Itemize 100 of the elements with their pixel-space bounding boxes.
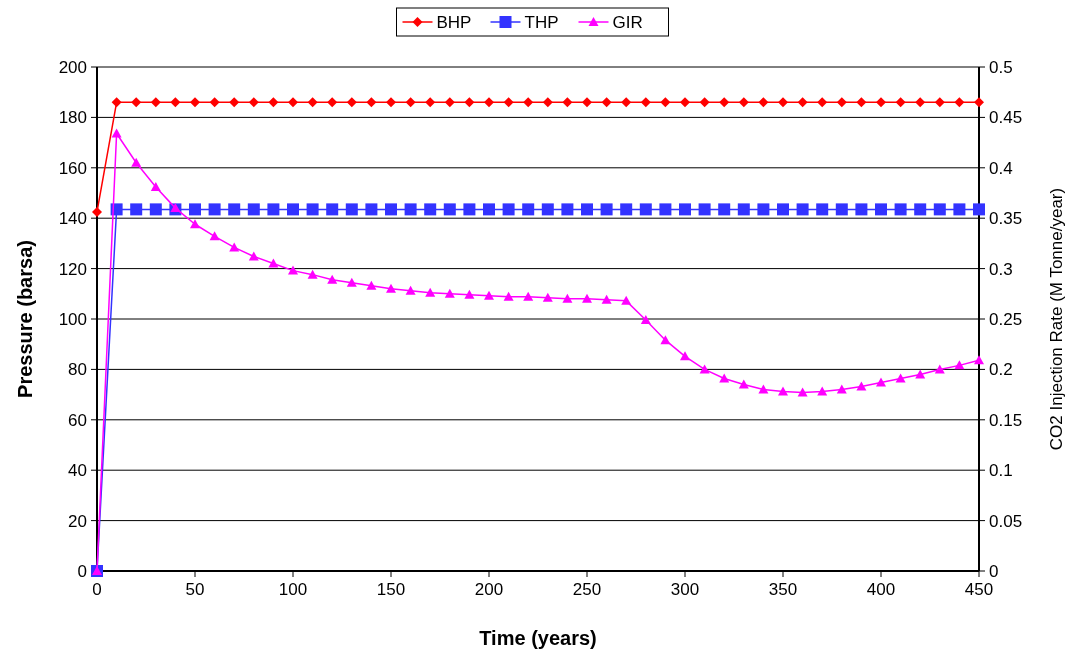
point <box>229 242 240 252</box>
point <box>719 97 730 108</box>
point <box>228 203 241 216</box>
point <box>600 203 613 216</box>
point <box>875 203 887 216</box>
point <box>679 203 691 216</box>
point <box>464 97 475 108</box>
point <box>778 97 788 108</box>
y2-axis-title: CO2 Injection Rate (M Tonne/year) <box>1047 187 1066 451</box>
y-tick-label: 140 <box>58 209 87 229</box>
point <box>758 384 769 394</box>
point <box>856 97 867 108</box>
x-tick-label: 450 <box>964 580 994 599</box>
point <box>208 203 221 216</box>
point <box>582 97 592 108</box>
point <box>150 97 161 108</box>
x-tick-label: 200 <box>474 580 504 599</box>
y-tick-label: 100 <box>58 309 87 329</box>
point <box>542 97 553 108</box>
point <box>424 203 437 216</box>
point <box>502 203 515 216</box>
y2-tick-label: 0.15 <box>989 410 1023 430</box>
point <box>503 291 514 301</box>
point <box>639 203 652 216</box>
y2-tick-label: 0.2 <box>989 360 1013 380</box>
legend-label: THP <box>524 12 559 32</box>
point <box>601 294 612 304</box>
point <box>640 97 651 108</box>
point <box>934 97 945 108</box>
point <box>757 203 770 216</box>
point <box>817 97 828 108</box>
point <box>542 292 553 302</box>
point <box>268 258 279 268</box>
point <box>562 97 573 108</box>
y2-tick-label: 0.4 <box>989 158 1013 178</box>
point <box>953 203 966 216</box>
point <box>288 97 298 108</box>
point <box>562 293 573 303</box>
point <box>288 265 298 275</box>
point <box>973 203 985 216</box>
point <box>170 97 181 108</box>
point <box>130 203 143 216</box>
point <box>915 97 926 108</box>
point <box>817 386 828 396</box>
point <box>248 251 259 261</box>
point <box>443 203 456 216</box>
point <box>660 97 671 108</box>
y-tick-label: 60 <box>68 410 87 430</box>
point <box>327 97 338 108</box>
point <box>914 203 927 216</box>
point <box>680 97 690 108</box>
y-tick-label: 180 <box>58 108 87 128</box>
y-tick-label: 120 <box>58 259 87 279</box>
point <box>326 203 339 216</box>
x-axis-title: Time (years) <box>479 627 597 649</box>
y-tick-label: 80 <box>68 360 87 380</box>
point <box>778 386 788 396</box>
point <box>954 97 965 108</box>
y2-tick-label: 0.45 <box>989 108 1023 128</box>
point <box>307 269 318 279</box>
point <box>797 97 808 108</box>
point <box>541 203 554 216</box>
point <box>346 277 357 287</box>
point <box>796 203 809 216</box>
point <box>737 203 750 216</box>
point <box>464 289 475 299</box>
point <box>229 97 240 108</box>
x-tick-label: 150 <box>376 580 406 599</box>
x-tick-label: 100 <box>278 580 308 599</box>
point <box>189 203 201 216</box>
y-tick-label: 0 <box>77 561 87 581</box>
point <box>346 97 357 108</box>
point <box>876 97 886 108</box>
point <box>444 288 455 298</box>
point <box>836 384 847 394</box>
legend-label: BHP <box>436 12 472 32</box>
y2-tick-label: 0.05 <box>989 511 1023 531</box>
point <box>385 203 397 216</box>
y-tick-label: 200 <box>58 57 87 77</box>
point <box>581 203 593 216</box>
y2-tick-label: 0.35 <box>989 209 1023 229</box>
x-tick-label: 250 <box>572 580 602 599</box>
point <box>287 203 299 216</box>
point <box>894 203 907 216</box>
point <box>640 315 651 325</box>
point <box>131 157 142 167</box>
legend-label: GIR <box>612 12 643 32</box>
y2-tick-label: 0.1 <box>989 461 1013 481</box>
point <box>247 203 260 216</box>
point <box>895 97 906 108</box>
point <box>484 97 494 108</box>
point <box>307 97 318 108</box>
point <box>267 203 280 216</box>
point <box>150 181 161 191</box>
point <box>268 97 279 108</box>
y-axis-title: Pressure (barsa) <box>14 240 36 398</box>
x-tick-label: 50 <box>185 580 205 599</box>
point <box>327 274 338 284</box>
point <box>974 355 984 365</box>
point <box>835 203 848 216</box>
